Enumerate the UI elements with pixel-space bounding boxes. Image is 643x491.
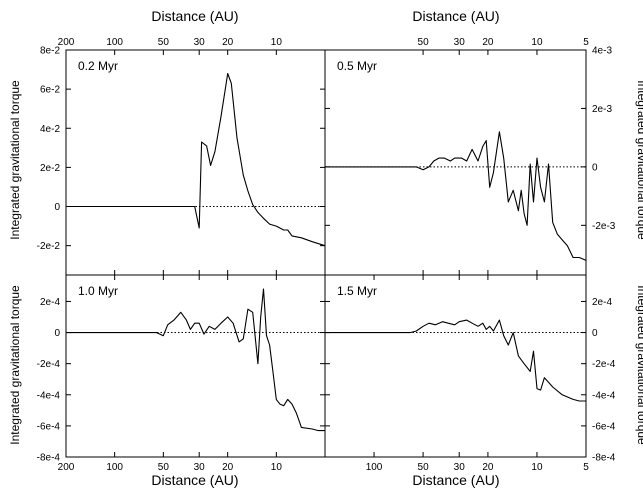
y-tick-label: 8e-2 — [40, 46, 60, 57]
y-tick-label: -4e-4 — [592, 390, 616, 401]
y-tick-label: 2e-4 — [40, 297, 60, 308]
x-tick-label: 50 — [418, 462, 430, 473]
x-tick-label: 20 — [222, 462, 234, 473]
panel-time-label: 0.5 Myr — [337, 59, 377, 73]
panel-bottom-right: 100 50 30 20 10 5-8e-4 -6e-4 -4e-4 -2e-4 0 2e-4 1.5… — [324, 274, 616, 473]
torque-series-line — [325, 319, 586, 402]
x-tick-label: 30 — [194, 462, 206, 473]
x-tick-label: 20 — [482, 37, 494, 48]
y-tick-label: 2e-4 — [592, 297, 612, 308]
panel-time-label: 0.2 Myr — [78, 59, 118, 73]
panel-top-left: 200 100 50 30 20 10 -2e-2 0 2e-2 4e-2 6e-2 8e-2 0.2 … — [37, 37, 326, 276]
x-axis-title-top-left: Distance (AU) — [151, 8, 238, 24]
y-axis-title-right-bottom: Integrated gravitational torque — [635, 285, 643, 445]
x-tick-label: 100 — [106, 462, 123, 473]
y-tick-label: -2e-4 — [37, 359, 61, 370]
panel-frame — [324, 274, 587, 458]
x-tick-label: 10 — [531, 462, 543, 473]
x-tick-label: 50 — [158, 37, 170, 48]
y-tick-label: 4e-2 — [40, 124, 60, 135]
panel-frame — [65, 49, 326, 276]
x-tick-label: 50 — [158, 462, 170, 473]
x-tick-label: 30 — [454, 37, 466, 48]
y-tick-label: -2e-4 — [592, 359, 616, 370]
panel-time-label: 1.5 Myr — [337, 284, 377, 298]
y-tick-label: 0 — [592, 162, 598, 173]
torque-series-line — [66, 288, 325, 432]
y-axis-title-left-bottom: Integrated gravitational torque — [8, 285, 22, 445]
y-axis-title-left-top: Integrated gravitational torque — [8, 80, 22, 240]
x-tick-label: 20 — [222, 37, 234, 48]
y-tick-label: 0 — [54, 328, 60, 339]
x-axis-title-top-right: Distance (AU) — [412, 8, 499, 24]
x-tick-label: 200 — [58, 37, 75, 48]
x-tick-label: 100 — [366, 462, 383, 473]
y-tick-label: 6e-2 — [40, 85, 60, 96]
x-tick-label: 50 — [418, 37, 430, 48]
panel-top-right: 50 30 20 10 5 -2e-3 0 2e-3 4e-3 0.5 Myr — [324, 37, 616, 276]
x-tick-label: 10 — [271, 462, 283, 473]
x-tick-label: 10 — [531, 37, 543, 48]
x-axis-title-bottom-left: Distance (AU) — [151, 472, 238, 488]
y-tick-label: 0 — [592, 328, 598, 339]
panel-frame — [324, 49, 587, 276]
y-tick-label: 0 — [54, 202, 60, 213]
torque-series-line — [325, 131, 587, 261]
x-tick-label: 100 — [106, 37, 123, 48]
y-tick-label: 2e-2 — [40, 163, 60, 174]
x-tick-label: 200 — [58, 462, 75, 473]
torque-series-line — [66, 72, 326, 247]
panel-time-label: 1.0 Myr — [78, 284, 118, 298]
y-tick-label: 4e-3 — [592, 46, 612, 57]
y-tick-label: 2e-3 — [592, 104, 612, 115]
y-tick-label: -2e-3 — [592, 221, 616, 232]
x-tick-label: 5 — [583, 37, 589, 48]
x-tick-label: 30 — [454, 462, 466, 473]
x-tick-label: 10 — [271, 37, 283, 48]
y-tick-label: -2e-2 — [37, 241, 61, 252]
y-axis-title-right-top: Integrated gravitational torque — [635, 80, 643, 240]
panel-frame — [65, 274, 326, 458]
x-tick-label: 20 — [482, 462, 494, 473]
x-tick-label: 5 — [583, 462, 589, 473]
x-axis-title-bottom-right: Distance (AU) — [412, 472, 499, 488]
panel-bottom-left: 200 100 50 30 20 10 -8e-4 -6e-4 -4e-4 -2e-4 0 2e-4 1… — [37, 274, 326, 473]
y-tick-label: -8e-4 — [37, 453, 61, 464]
x-tick-label: 30 — [194, 37, 206, 48]
y-tick-label: -6e-4 — [37, 421, 61, 432]
y-tick-label: -6e-4 — [592, 421, 616, 432]
y-tick-label: -4e-4 — [37, 390, 61, 401]
y-tick-label: -8e-4 — [592, 453, 616, 464]
